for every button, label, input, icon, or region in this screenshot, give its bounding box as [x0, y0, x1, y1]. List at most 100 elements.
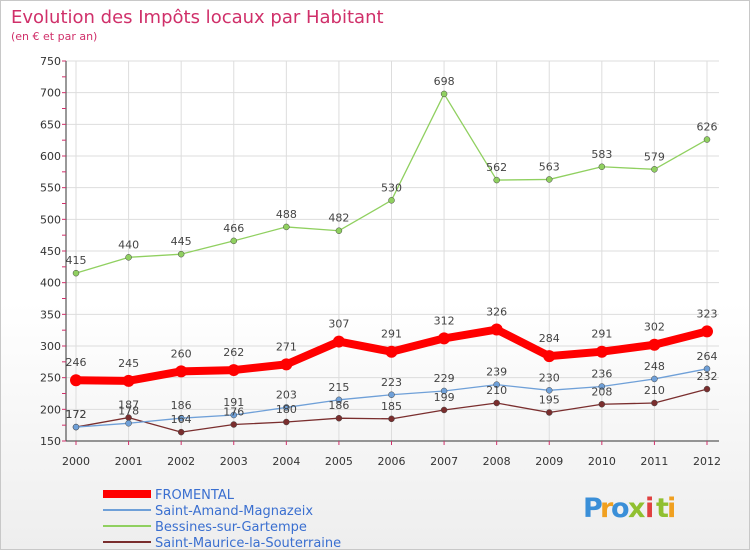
data-label: 223	[381, 376, 402, 389]
data-point	[230, 411, 237, 419]
x-tick-label: 2003	[220, 455, 248, 468]
x-tick-label: 2008	[483, 455, 511, 468]
data-point	[230, 421, 237, 428]
data-point	[177, 250, 185, 258]
data-label: 236	[591, 368, 612, 381]
brand-logo-letter: r	[600, 493, 614, 524]
data-label: 291	[591, 328, 612, 341]
y-tick-label: 600	[40, 150, 61, 163]
data-point	[440, 387, 448, 395]
legend-label: Saint-Maurice-la-Souterraine	[155, 536, 341, 549]
legend-label: Bessines-sur-Gartempe	[155, 520, 307, 535]
x-tick-label: 2009	[535, 455, 563, 468]
data-point	[177, 428, 185, 436]
chart-subtitle: (en € et par an)	[11, 30, 97, 43]
data-label: 488	[276, 208, 297, 221]
x-tick-label: 2001	[115, 455, 143, 468]
data-label: 199	[434, 391, 455, 404]
data-point	[388, 415, 395, 423]
data-point	[122, 374, 135, 387]
data-label: 232	[697, 370, 718, 383]
data-label: 172	[66, 408, 87, 421]
data-label: 210	[644, 384, 665, 397]
data-label: 239	[486, 366, 507, 379]
x-tick-label: 2010	[588, 455, 616, 468]
brand-logo-letter: o	[611, 493, 630, 524]
data-label: 260	[171, 347, 192, 360]
data-label: 482	[328, 212, 349, 225]
y-tick-label: 450	[40, 245, 61, 258]
data-point	[440, 90, 448, 98]
data-label: 440	[118, 238, 139, 251]
data-point	[335, 227, 343, 234]
data-label: 530	[381, 181, 402, 194]
data-point	[701, 325, 713, 338]
data-label: 312	[434, 314, 455, 327]
data-label: 307	[328, 318, 349, 331]
data-point	[388, 391, 395, 399]
x-tick-label: 2012	[693, 455, 721, 468]
legend-label: Saint-Amand-Magnazeix	[155, 504, 313, 519]
y-tick-label: 200	[40, 403, 61, 416]
data-point	[335, 414, 343, 422]
data-point	[72, 423, 80, 431]
data-label: 187	[118, 399, 139, 412]
data-label: 178	[118, 404, 139, 417]
y-tick-label: 700	[40, 87, 61, 100]
data-point	[335, 396, 343, 404]
data-point	[595, 345, 608, 358]
data-label: 186	[328, 399, 349, 412]
data-label: 579	[644, 150, 665, 163]
data-label: 262	[223, 346, 244, 359]
data-point	[546, 409, 553, 416]
data-point	[651, 375, 658, 383]
data-point	[280, 358, 293, 371]
data-point	[175, 365, 188, 378]
data-label: 203	[276, 388, 297, 401]
data-point	[543, 350, 556, 363]
data-point	[227, 364, 240, 377]
data-point	[703, 136, 711, 143]
data-point	[125, 420, 132, 427]
data-label: 284	[539, 332, 560, 345]
data-label: 191	[223, 396, 244, 409]
data-label: 186	[171, 399, 192, 412]
data-label: 195	[539, 394, 560, 407]
data-label: 698	[434, 75, 455, 88]
data-label: 215	[328, 381, 349, 394]
data-label: 445	[171, 235, 192, 248]
data-point	[283, 223, 290, 231]
data-point	[703, 365, 711, 373]
data-point	[440, 406, 448, 414]
data-label: 302	[644, 321, 665, 334]
data-label: 230	[539, 371, 560, 384]
data-label: 583	[591, 148, 612, 161]
data-label: 248	[644, 360, 665, 373]
data-point	[385, 345, 398, 358]
data-label: 563	[539, 160, 560, 173]
data-point	[598, 401, 606, 408]
y-tick-label: 300	[40, 340, 61, 353]
data-label: 246	[66, 356, 87, 369]
y-tick-label: 500	[40, 213, 61, 226]
data-point	[283, 418, 290, 426]
data-point	[493, 381, 500, 388]
y-tick-label: 350	[40, 308, 61, 321]
data-point	[125, 254, 132, 261]
data-point	[230, 237, 237, 245]
data-label: 264	[697, 350, 718, 363]
data-point	[598, 163, 606, 171]
data-point	[283, 404, 290, 411]
data-label: 210	[486, 384, 507, 397]
y-tick-label: 750	[40, 55, 61, 68]
data-point	[648, 338, 661, 351]
y-tick-label: 550	[40, 182, 61, 195]
data-label: 229	[434, 372, 455, 385]
brand-logo-letter: t	[656, 493, 669, 524]
x-tick-label: 2004	[272, 455, 300, 468]
y-tick-label: 150	[40, 435, 61, 448]
x-tick-label: 2011	[640, 455, 668, 468]
x-tick-label: 2002	[167, 455, 195, 468]
y-tick-label: 250	[40, 372, 61, 385]
